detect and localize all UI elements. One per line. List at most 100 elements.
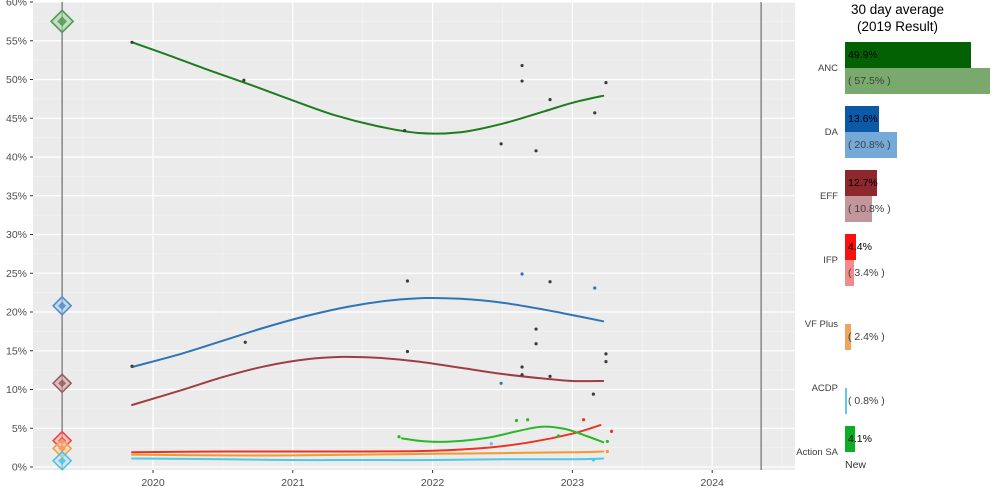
axes: 0% 5% 10% 15% 20% 25% 30% 35% 40% 45% 50% 55% 60% 202… — [6, 0, 724, 489]
poll-point — [520, 365, 524, 369]
y-tick-label: 30% — [6, 229, 27, 241]
result-markers — [49, 9, 75, 471]
legend-result-bar-eff: ( 10.8% ) — [845, 196, 891, 222]
legend-party-label: ACDP — [811, 383, 838, 394]
legend-avg-value: 13.6% — [848, 113, 878, 125]
legend-result-value: ( 20.8% ) — [848, 139, 891, 151]
legend-result-value: ( 3.4% ) — [848, 267, 885, 279]
legend-result-value: ( 57.5% ) — [848, 75, 891, 87]
poll-point — [581, 418, 586, 422]
legend-avg-value: 49.9% — [848, 49, 878, 61]
legend-avg-bar-eff: 12.7% — [845, 170, 878, 196]
x-tick-label: 2021 — [281, 477, 305, 489]
y-tick-label: 20% — [6, 307, 27, 319]
poll-point — [548, 374, 552, 378]
legend-party-label: EFF — [820, 191, 838, 202]
poll-point — [591, 458, 595, 462]
legend-new-party-label: New — [845, 459, 867, 471]
y-tick-label: 25% — [6, 268, 27, 280]
x-tick-label: 2022 — [421, 477, 445, 489]
poll-point — [534, 327, 538, 331]
legend-row-da: DA 13.6% ( 20.8% ) — [795, 106, 1000, 170]
legend-row-acdp: ACDP ( 0.8% ) — [795, 362, 1000, 426]
legend-avg-bar-ifp: 4.4% — [845, 234, 872, 260]
poll-point — [405, 349, 410, 354]
grid-major — [33, 1, 820, 470]
poll-point — [526, 418, 530, 422]
legend-row-ifp: IFP 4.4% ( 3.4% ) — [795, 234, 1000, 298]
legend-avg-bar-anc: 49.9% — [845, 42, 971, 68]
legend-title: 30 day average (2019 Result) — [795, 2, 1000, 36]
poll-point — [605, 449, 609, 454]
trend-line-eff — [131, 355, 605, 406]
legend-row-anc: ANC 49.9% ( 57.5% ) — [795, 42, 1000, 106]
y-tick-label: 40% — [6, 152, 27, 164]
y-tick-label: 50% — [6, 74, 27, 86]
poll-point — [591, 392, 595, 396]
legend-panel: 30 day average (2019 Result) ANC 49.9% ( 5… — [795, 0, 1000, 500]
poll-point — [242, 78, 246, 82]
poll-point — [405, 279, 410, 283]
legend-avg-value: 4.1% — [848, 433, 872, 445]
poll-point — [243, 340, 247, 344]
trend-line-action-sa — [400, 425, 605, 444]
legend-party-label: IFP — [823, 255, 838, 266]
legend-result-bar-ifp: ( 3.4% ) — [845, 260, 885, 286]
poll-point — [604, 81, 608, 85]
result-diamond-core-vf-plus — [58, 444, 67, 453]
x-tick-label: 2020 — [141, 477, 165, 489]
legend-avg-bar-action-sa: 4.1% — [845, 426, 872, 452]
poll-point — [397, 435, 401, 439]
y-tick-label: 45% — [6, 113, 27, 125]
result-diamond-core-anc — [57, 16, 68, 27]
y-tick-label: 60% — [6, 0, 27, 9]
y-tick-label: 0% — [12, 462, 27, 474]
legend-title-line2: (2019 Result) — [856, 18, 939, 34]
poll-point — [548, 280, 552, 284]
legend-result-bar-anc: ( 57.5% ) — [845, 68, 990, 94]
trend-line-ifp — [131, 424, 602, 454]
y-tick-label: 15% — [6, 345, 27, 357]
poll-point — [534, 149, 538, 153]
legend-result-bar-da: ( 20.8% ) — [845, 132, 898, 158]
y-tick-label: 55% — [6, 35, 27, 47]
y-tick-label: 35% — [6, 190, 27, 202]
x-tick-label: 2024 — [701, 477, 725, 489]
poll-point — [520, 79, 524, 83]
legend-party-label: Action SA — [796, 447, 838, 458]
poll-point — [593, 111, 597, 115]
poll-points — [130, 40, 614, 462]
legend-avg-bar-da: 13.6% — [845, 106, 880, 132]
trend-line-anc — [131, 41, 605, 135]
poll-point — [130, 364, 134, 368]
poll-point — [520, 63, 524, 68]
legend-result-value: ( 0.8% ) — [848, 395, 885, 407]
poll-point — [499, 142, 503, 146]
trend-line-da — [131, 296, 605, 369]
poll-point — [534, 342, 538, 346]
legend-party-label: DA — [824, 127, 838, 138]
legend-result-bar-vf-plus: ( 2.4% ) — [845, 324, 885, 350]
trend-line-vf-plus — [131, 450, 605, 457]
legend-party-label: VF Plus — [804, 319, 838, 330]
poll-point — [499, 381, 503, 385]
grid-minor — [33, 2, 820, 470]
legend-title-line1: 30 day average — [850, 2, 945, 17]
legend-row-action-sa: Action SA 4.1% New — [795, 426, 1000, 490]
poll-point — [130, 40, 134, 44]
poll-point — [514, 418, 519, 423]
x-tick-label: 2023 — [561, 477, 585, 489]
y-tick-label: 5% — [12, 423, 27, 435]
legend-result-value: ( 10.8% ) — [848, 203, 891, 215]
legend-party-label: ANC — [817, 63, 838, 74]
legend-avg-value: 12.7% — [848, 177, 878, 189]
legend-rows: ANC 49.9% ( 57.5% ) DA 13.6% ( 20.8% ) EFF 12.7… — [795, 0, 1000, 500]
legend-row-vf-plus: VF Plus ( 2.4% ) — [795, 298, 1000, 362]
poll-point — [593, 286, 597, 290]
poll-point — [604, 360, 608, 364]
poll-point — [520, 373, 524, 377]
legend-result-value: ( 2.4% ) — [848, 331, 885, 343]
result-diamond-core-acdp — [58, 456, 67, 465]
poll-point — [403, 129, 407, 133]
